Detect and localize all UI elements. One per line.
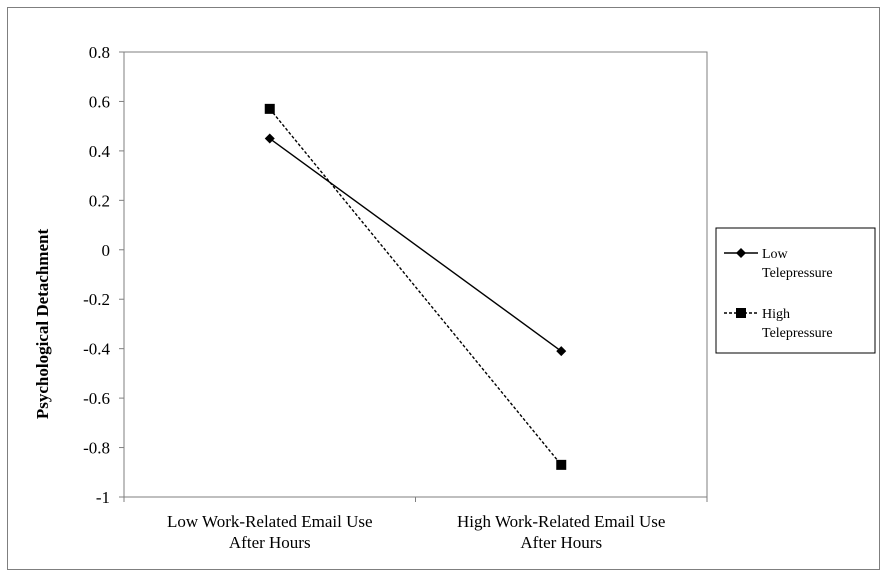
plot-area-border xyxy=(123,51,708,498)
series-line-square xyxy=(269,108,562,466)
y-tick-label: -0.8 xyxy=(83,439,110,458)
legend-label: Telepressure xyxy=(762,326,833,341)
y-tick-label: -0.4 xyxy=(83,340,110,359)
y-tick-label: 0.2 xyxy=(89,191,110,210)
legend-label: High xyxy=(762,307,790,322)
x-tick-label: After Hours xyxy=(520,533,602,552)
legend-marker-square xyxy=(736,308,746,318)
data-point-square xyxy=(264,103,275,114)
y-tick-label: 0 xyxy=(102,241,111,260)
legend-label: Low xyxy=(762,247,789,262)
x-tick-label: After Hours xyxy=(229,533,311,552)
legend-box xyxy=(715,227,876,354)
data-point-diamond xyxy=(264,133,275,144)
y-tick-label: 0.4 xyxy=(89,142,111,161)
data-point-square xyxy=(556,459,567,470)
series-line-diamond xyxy=(269,137,562,352)
legend-label: Telepressure xyxy=(762,266,833,281)
x-tick-label: Low Work-Related Email Use xyxy=(167,512,373,531)
x-tick-label: High Work-Related Email Use xyxy=(457,512,665,531)
y-tick-label: 0.8 xyxy=(89,43,110,62)
data-point-diamond xyxy=(556,346,567,357)
y-tick-label: -0.6 xyxy=(83,389,110,408)
y-tick-label: 0.6 xyxy=(89,92,110,111)
legend-marker-diamond xyxy=(736,248,746,258)
y-tick-label: -1 xyxy=(96,488,110,507)
y-axis-title: Psychological Detachment xyxy=(33,229,52,420)
y-tick-label: -0.2 xyxy=(83,290,110,309)
